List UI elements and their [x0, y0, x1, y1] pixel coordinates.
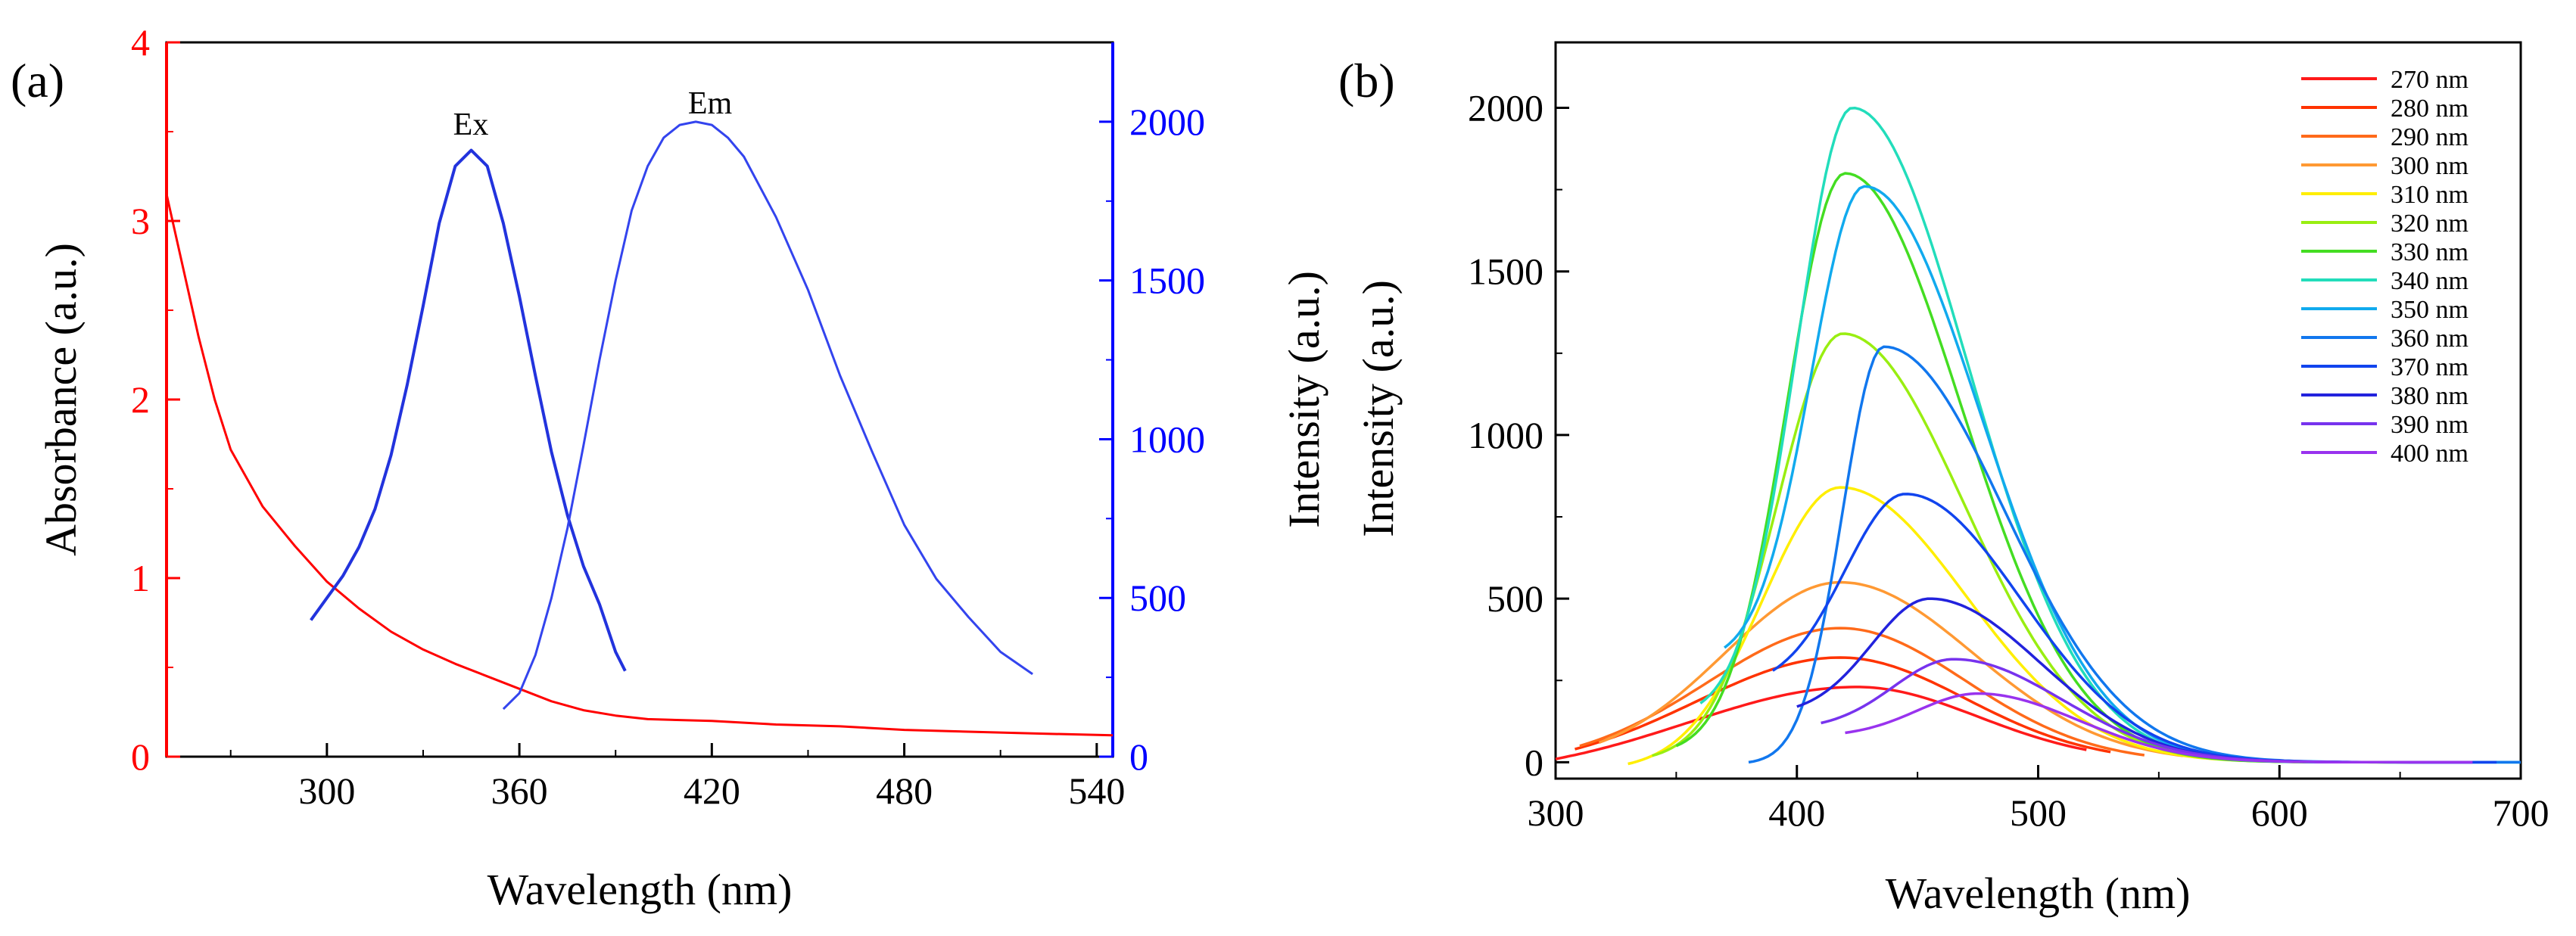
panel-a-frame [165, 41, 1114, 758]
legend-label: 380 nm [2391, 382, 2469, 410]
legend-label: 310 nm [2391, 181, 2469, 209]
panel-a-x-label: Wavelength (nm) [487, 865, 793, 914]
panel-b-y-tick-label: 2000 [1468, 86, 1543, 129]
legend-label: 320 nm [2391, 210, 2469, 238]
legend-label: 340 nm [2391, 267, 2469, 295]
legend-label: 270 nm [2391, 66, 2469, 94]
panel-a-x-tick-label: 480 [876, 770, 933, 812]
panel-a-y-right-tick-label: 0 [1129, 735, 1148, 778]
series-em-line [502, 120, 1033, 711]
panel-a-x-tick-label: 360 [491, 770, 548, 812]
panel-a-y-right-tick-label: 1500 [1129, 260, 1205, 302]
legend-label: 350 nm [2391, 296, 2469, 324]
panel-a-y-right-tick-label: 500 [1129, 577, 1186, 619]
series-line-300-nm [1598, 580, 2184, 757]
series-line-280-nm [1575, 656, 2111, 754]
panel-b-x-tick-label: 600 [2251, 791, 2308, 834]
series-line-400-nm [1845, 692, 2473, 764]
panel-b-frame [1554, 41, 2522, 780]
panel-a-y-left-label: Absorbance (a.u.) [36, 243, 86, 556]
em-annotation: Em [688, 86, 733, 121]
panel-a-x-tick-label: 540 [1068, 770, 1125, 812]
legend-label: 290 nm [2391, 123, 2469, 151]
panel-b-x-label: Wavelength (nm) [1886, 869, 2191, 918]
legend-label: 360 nm [2391, 325, 2469, 353]
panel-b: (b) 300 400 500 600 700 0 500 1000 1500 2000 270… [1338, 41, 2550, 918]
panel-b-y-tick-label: 500 [1487, 577, 1543, 620]
legend-label: 300 nm [2391, 152, 2469, 180]
panel-a-y-right-tick-label: 1000 [1129, 418, 1205, 460]
panel-a-x-tick-label: 420 [684, 770, 740, 812]
panel-a-y-left-tick-label: 0 [131, 735, 150, 778]
panel-b-label: (b) [1338, 54, 1395, 107]
panel-a-x-tick-label: 300 [298, 770, 355, 812]
panel-a-y-left-tick-label: 4 [131, 21, 150, 64]
panel-b-x-tick-label: 500 [2010, 791, 2067, 834]
panel-b-y-tick-label: 0 [1525, 741, 1543, 783]
series-line-370-nm [1771, 493, 2497, 764]
panel-a-y-right-label: Intensity (a.u.) [1279, 271, 1328, 528]
legend-label: 390 nm [2391, 411, 2469, 439]
panel-a-y-left-tick-label: 3 [131, 200, 150, 242]
series-line-270-nm [1555, 686, 2087, 760]
panel-a-y-right-tick-label: 2000 [1129, 101, 1205, 143]
series-line-290-nm [1579, 627, 2145, 757]
panel-a-y-left-tick-label: 2 [131, 378, 150, 421]
panel-b-x-tick-label: 400 [1768, 791, 1825, 834]
series-ex-line [310, 148, 627, 672]
series-line-330-nm [1675, 172, 2473, 764]
panel-a-y-left-tick-label: 1 [131, 557, 150, 599]
panel-b-x-tick-label: 700 [2493, 791, 2550, 834]
panel-b-y-label: Intensity (a.u.) [1353, 280, 1403, 537]
panel-a: (a) 300 360 420 480 540 0 1 2 3 4 0 500 1000 1500 20… [11, 21, 1328, 914]
panel-b-x-tick-label: 300 [1528, 791, 1584, 834]
ex-annotation: Ex [453, 107, 489, 142]
panel-b-y-tick-label: 1000 [1468, 414, 1543, 456]
panel-b-y-tick-label: 1500 [1468, 250, 1543, 293]
legend-label: 370 nm [2391, 353, 2469, 381]
panel-a-label: (a) [11, 54, 64, 107]
legend-label: 330 nm [2391, 238, 2469, 266]
legend-label: 400 nm [2391, 440, 2469, 468]
series-absorbance-line [165, 194, 1114, 737]
legend-label: 280 nm [2391, 95, 2469, 123]
